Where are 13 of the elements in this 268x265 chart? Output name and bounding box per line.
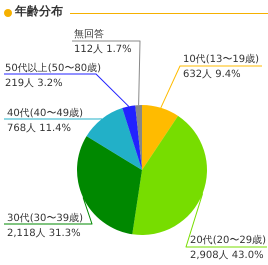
slice-label: 40代(40〜49歳) (7, 107, 84, 119)
data-label: 768人 11.4% (7, 123, 72, 134)
data-label: 112人 1.7% (74, 44, 132, 55)
chart-title: 年齢分布 (15, 3, 63, 20)
slice-label: 20代(20〜29歳) (190, 234, 266, 246)
data-label: 2,118人 31.3% (7, 228, 81, 239)
slice-label: 50代以上(50〜80歳) (5, 62, 102, 74)
slice-label: 無回答 (74, 28, 104, 40)
slice-label: 30代(30〜39歳) (7, 212, 84, 224)
data-label: 219人 3.2% (5, 78, 63, 89)
slice-label: 10代(13〜19歳) (183, 53, 260, 65)
data-label: 2,908人 43.0% (190, 250, 264, 261)
data-label: 632人 9.4% (183, 69, 241, 80)
